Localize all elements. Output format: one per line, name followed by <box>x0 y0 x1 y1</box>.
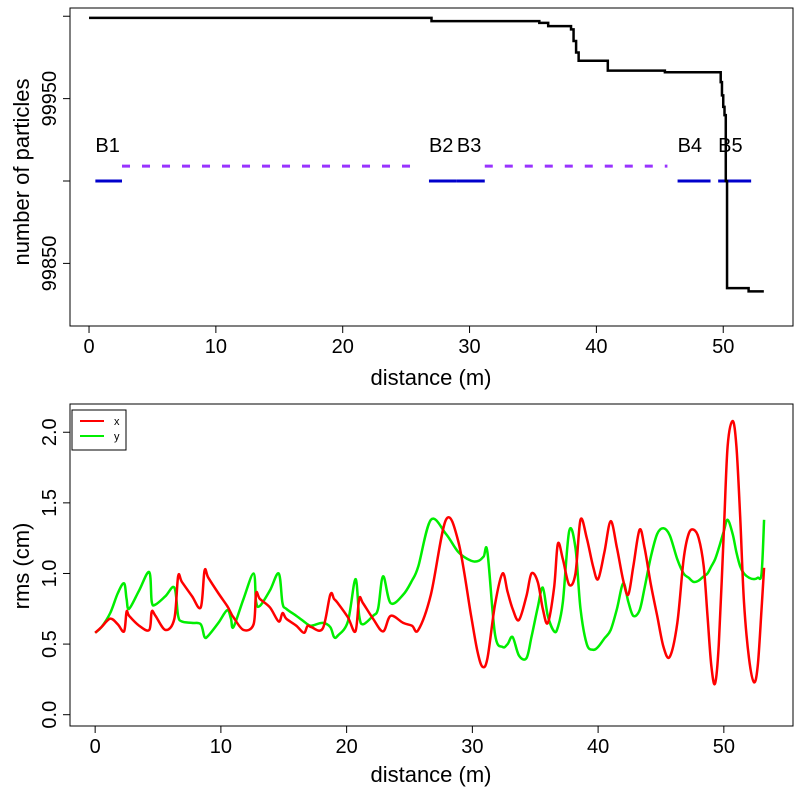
bottom-x-axis-title: distance (m) <box>370 762 491 787</box>
bottom-panel: 0 10 20 30 40 50 0.0 0.5 1.0 1.5 2.0 distance (m)… <box>9 403 794 787</box>
bottom-x-tick-label: 50 <box>713 736 735 758</box>
top-x-axis-title: distance (m) <box>370 365 491 390</box>
top-x-tick-label: 10 <box>205 336 227 358</box>
element-label-b3: B3 <box>457 135 481 157</box>
element-label-b4: B4 <box>678 135 702 157</box>
series-line-particles <box>89 16 764 293</box>
top-plot-area: B1 B2 B3 B4 B5 <box>89 16 764 293</box>
element-label-b2: B2 <box>429 135 453 157</box>
legend-box <box>71 409 127 451</box>
element-label-b5: B5 <box>718 135 742 157</box>
top-x-tick-label: 50 <box>712 336 734 358</box>
top-y-tick-label: 99850 <box>39 236 61 292</box>
top-y-tick-label: 99950 <box>39 71 61 127</box>
top-x-tick-label: 0 <box>83 336 94 358</box>
bottom-y-tick-label: 0.0 <box>39 701 61 729</box>
bottom-x-tick-label: 40 <box>587 736 609 758</box>
bottom-x-tick-label: 10 <box>210 736 232 758</box>
series-line-y <box>94 517 766 661</box>
top-x-axis: 0 10 20 30 40 50 <box>83 325 734 358</box>
bottom-x-tick-label: 20 <box>336 736 358 758</box>
top-plot-frame <box>69 7 794 327</box>
top-y-axis: 99850 99950 <box>39 15 71 292</box>
top-y-axis-title: number of particles <box>9 78 34 265</box>
series-line-x <box>94 419 766 686</box>
element-label-b1: B1 <box>95 135 119 157</box>
bottom-y-tick-label: 1.5 <box>39 489 61 517</box>
bottom-x-tick-label: 0 <box>90 736 101 758</box>
bottom-plot-frame <box>69 403 794 727</box>
bottom-y-axis: 0.0 0.5 1.0 1.5 2.0 <box>39 418 71 729</box>
top-x-tick-label: 20 <box>332 336 354 358</box>
legend: x y <box>71 409 127 451</box>
bottom-x-tick-label: 30 <box>461 736 483 758</box>
top-x-tick-label: 40 <box>585 336 607 358</box>
bottom-y-tick-label: 2.0 <box>39 418 61 446</box>
bottom-y-tick-label: 0.5 <box>39 630 61 658</box>
top-x-tick-label: 30 <box>458 336 480 358</box>
bottom-y-axis-title: rms (cm) <box>9 523 34 610</box>
legend-label-y: y <box>114 431 120 443</box>
bottom-plot-area <box>94 419 766 686</box>
bottom-y-tick-label: 1.0 <box>39 560 61 588</box>
legend-label-x: x <box>114 416 120 428</box>
top-panel: B1 B2 B3 B4 B5 0 10 20 30 40 50 99850 99950 distan… <box>9 7 794 390</box>
bottom-x-axis: 0 10 20 30 40 50 <box>90 725 735 758</box>
